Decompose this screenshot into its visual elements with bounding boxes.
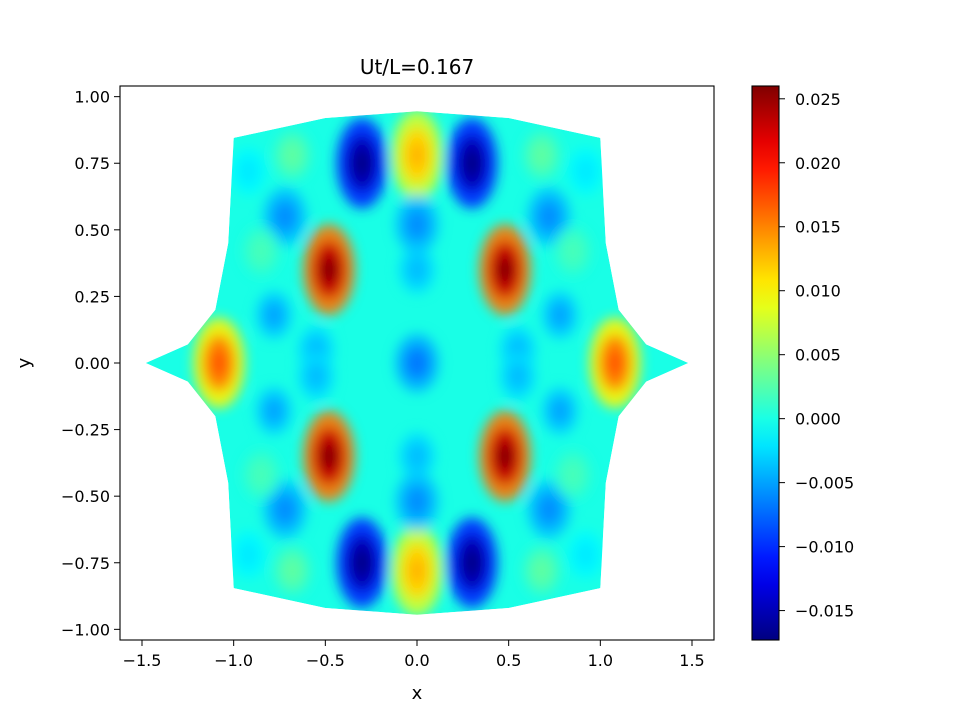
colorbar-tick-label: 0.015: [795, 218, 841, 237]
colorbar-tick-label: 0.025: [795, 90, 841, 109]
x-axis-ticks: −1.5 −1.0 −0.5 0.0 0.5 1.0 1.5: [123, 640, 705, 670]
field-blob: [446, 117, 498, 209]
colorbar-tick-label: −0.010: [795, 538, 854, 557]
field-blob: [527, 480, 571, 539]
colorbar-tick-label: −0.005: [795, 474, 854, 493]
y-tick-label: 0.75: [74, 154, 110, 173]
field-blob: [230, 147, 267, 196]
field-clip-group: [145, 111, 689, 615]
field-blob: [446, 517, 498, 609]
field-blob: [274, 131, 311, 180]
field-blob: [523, 131, 561, 180]
field-blob: [263, 187, 307, 246]
field-blob: [255, 386, 293, 435]
field-blob: [567, 530, 605, 579]
y-axis-label: y: [14, 357, 35, 368]
field-blob: [479, 410, 531, 502]
field-blob: [479, 224, 531, 316]
x-tick-label: −1.0: [214, 651, 253, 670]
field-blob: [255, 291, 293, 340]
x-tick-label: −0.5: [306, 651, 345, 670]
field-blob: [263, 480, 307, 539]
colorbar-tick-label: 0.020: [795, 154, 841, 173]
field-blob: [398, 245, 436, 294]
colorbar-tick-label: −0.015: [795, 602, 854, 621]
field-blob: [499, 352, 537, 401]
colorbar-tick-label: 0.000: [795, 410, 841, 429]
field-blob: [230, 530, 267, 579]
y-axis-ticks: −1.00 −0.75 −0.50 −0.25 0.00 0.25 0.50 0.75 1.00: [61, 88, 120, 639]
y-tick-label: −1.00: [61, 620, 110, 639]
field-blob: [336, 117, 388, 209]
chart-title: Ut/L=0.167: [360, 55, 474, 79]
field-blob: [554, 227, 592, 276]
field-blob: [303, 224, 355, 316]
y-tick-label: 0.00: [74, 354, 110, 373]
colorbar-tick-label: 0.010: [795, 282, 841, 301]
field-blob: [527, 187, 571, 246]
field-blob: [193, 317, 245, 409]
y-tick-label: 0.25: [74, 287, 110, 306]
x-tick-label: 0.5: [496, 651, 521, 670]
field-blob: [567, 147, 605, 196]
field-blob: [589, 317, 641, 409]
y-tick-label: 1.00: [74, 88, 110, 107]
x-axis-label: x: [412, 683, 423, 704]
colorbar-frame: [751, 85, 780, 641]
field-blob: [541, 386, 579, 435]
field-blob: [395, 472, 439, 531]
field-blob: [395, 333, 439, 393]
colorbar-ticks: −0.015 −0.010 −0.005 0.000 0.005 0.010 0.015 0.…: [779, 90, 854, 621]
x-tick-label: 1.5: [679, 651, 704, 670]
y-tick-label: 0.50: [74, 221, 110, 240]
y-tick-label: −0.25: [61, 421, 110, 440]
field-blob: [297, 352, 335, 401]
x-tick-label: 1.0: [588, 651, 613, 670]
field-blob: [336, 517, 388, 609]
field-blob: [541, 291, 579, 340]
field-blob: [242, 450, 280, 499]
x-tick-label: 0.0: [404, 651, 429, 670]
field-blob: [554, 450, 592, 499]
field-layer: [193, 111, 641, 615]
x-tick-label: −1.5: [123, 651, 162, 670]
colorbar-gradient: [752, 86, 779, 640]
field-blob: [523, 546, 561, 595]
field-blob: [398, 432, 436, 481]
y-tick-label: −0.75: [61, 554, 110, 573]
colorbar-tick-label: 0.005: [795, 346, 841, 365]
field-blob: [395, 195, 439, 254]
field-blob: [391, 111, 443, 201]
field-blob: [274, 546, 311, 595]
plot-area: −1.5 −1.0 −0.5 0.0 0.5 1.0 1.5 −1.00 −0.75 −0.50…: [61, 85, 715, 670]
field-blob: [391, 525, 443, 615]
y-tick-label: −0.50: [61, 487, 110, 506]
field-blob: [242, 227, 280, 276]
colorbar: −0.015 −0.010 −0.005 0.000 0.005 0.010 0.015 0.…: [751, 85, 854, 641]
field-blob: [303, 410, 355, 502]
